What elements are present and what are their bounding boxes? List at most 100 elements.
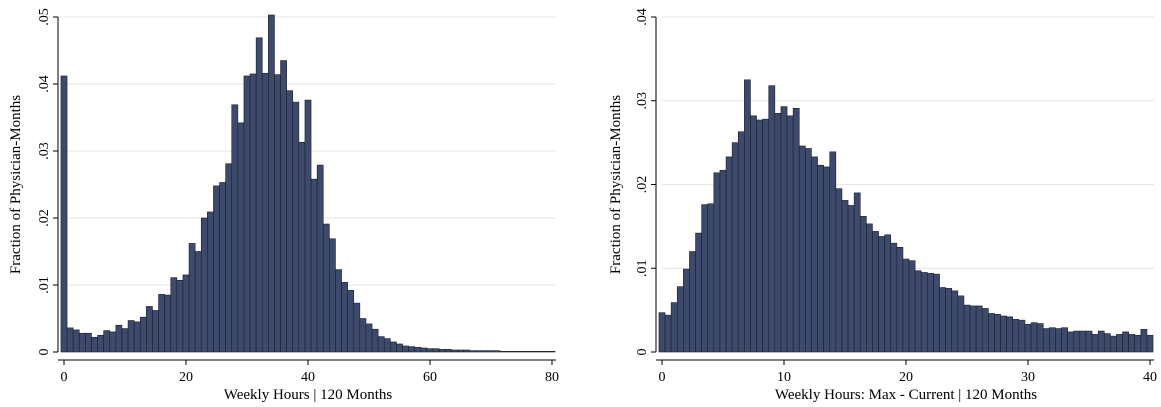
left-y-tick-label: .05: [37, 8, 52, 26]
right-histogram-bar: [1024, 324, 1032, 353]
right-histogram-bar: [914, 270, 922, 353]
left-histogram-bar: [298, 141, 306, 353]
right-histogram-bar: [1091, 334, 1099, 353]
left-histogram-bar: [139, 316, 147, 353]
right-histogram-bar: [908, 260, 916, 353]
left-histogram-bar: [97, 334, 104, 353]
right-x-tick-label: 40: [1143, 370, 1157, 385]
right-histogram-bar: [811, 156, 818, 353]
right-x-tick-label: 30: [1021, 370, 1035, 385]
right-histogram-bar: [695, 232, 702, 353]
right-histogram-bar: [1042, 328, 1050, 353]
left-histogram-bar: [292, 101, 300, 353]
right-histogram-bar: [1134, 334, 1142, 353]
right-histogram-bar: [683, 268, 690, 353]
left-histogram-bar: [524, 351, 531, 353]
left-x-axis-label: Weekly Hours | 120 Months: [224, 387, 393, 403]
left-x-tick-label: 20: [179, 370, 193, 385]
right-y-tick-label: .02: [635, 176, 650, 194]
left-histogram-bar: [91, 336, 98, 353]
left-histogram-bar: [109, 331, 117, 353]
right-histogram-bar: [786, 115, 794, 353]
left-histogram-bar: [463, 349, 470, 353]
left-histogram-bar: [353, 302, 361, 353]
left-histogram-bar: [176, 280, 184, 353]
left-histogram-bar: [322, 223, 330, 353]
right-histogram-bar: [1061, 327, 1068, 353]
left-histogram-bar: [451, 349, 458, 353]
left-histogram-bar: [365, 323, 373, 353]
right-histogram-bar: [762, 118, 770, 353]
right-histogram-bar: [658, 312, 666, 353]
right-histogram-bar: [957, 295, 965, 353]
right-histogram-bar: [780, 106, 788, 353]
right-histogram-bar: [689, 251, 696, 353]
left-histogram-bar: [438, 349, 446, 353]
left-histogram-bar: [457, 349, 464, 353]
left-axes: [57, 17, 556, 361]
left-histogram-bar: [60, 75, 68, 353]
left-histogram-bar: [377, 336, 385, 353]
right-histogram-bar: [884, 234, 892, 353]
left-histogram-bar: [274, 74, 281, 353]
left-histogram-bar: [182, 274, 190, 353]
right-histogram-bar: [1116, 334, 1123, 353]
left-y-tick-label: .03: [37, 142, 52, 160]
right-histogram-bar: [890, 242, 898, 353]
left-histogram-bar: [512, 351, 519, 353]
left-histogram-bar: [66, 327, 74, 353]
right-x-tick-label: 0: [659, 370, 666, 385]
right-histogram-bar: [1110, 335, 1117, 353]
left-histogram-bar: [121, 328, 129, 353]
right-histogram-bar: [768, 85, 776, 353]
left-histogram-bar: [505, 351, 513, 353]
right-histogram-bar: [866, 223, 873, 353]
right-histogram-bar: [817, 164, 824, 353]
left-histogram-bar: [426, 348, 434, 353]
right-histogram-bar: [1049, 327, 1056, 353]
left-histogram-bar: [493, 350, 501, 353]
left-histogram-bar: [414, 347, 422, 353]
right-histogram-bar: [829, 151, 837, 353]
left-histogram-bar: [170, 277, 178, 353]
right-histogram-bar: [805, 148, 812, 353]
right-histogram-bar: [945, 288, 953, 353]
left-histogram-bar: [335, 269, 342, 353]
right-histogram-panel: 0 .01 .02 .03 .04 0 10 20 30 40 Weekly Hours: Ma…: [608, 8, 1157, 403]
left-histogram-bar: [115, 324, 123, 353]
right-histogram-bar: [969, 305, 977, 353]
left-y-tick-label: .02: [37, 209, 52, 227]
left-histogram-bar: [383, 338, 391, 353]
right-y-ticks: 0 .01 .02 .03 .04: [635, 8, 656, 356]
left-histogram-bar: [127, 320, 135, 353]
left-x-tick-label: 60: [423, 370, 437, 385]
right-histogram-bar: [676, 286, 684, 353]
right-histogram-bar: [707, 203, 715, 353]
left-histogram-bar: [408, 346, 416, 353]
right-histogram-bar: [920, 272, 928, 353]
left-histogram-bar: [487, 350, 495, 353]
left-histogram-bar: [158, 294, 165, 353]
left-histogram-bar: [219, 182, 226, 353]
left-histogram-bar: [200, 217, 208, 353]
left-histogram-bar: [475, 350, 483, 353]
left-histogram-bar: [231, 104, 239, 353]
right-histogram-bar: [731, 142, 739, 353]
right-histogram-bar: [1128, 334, 1136, 353]
left-histogram-bar: [213, 185, 220, 353]
left-histogram-panel: 0 .01 .02 .03 .04 .05 0 20 40 60 80 Weekly Hours …: [8, 8, 559, 403]
right-histogram-bar: [1073, 330, 1081, 353]
left-histogram-bar: [347, 290, 355, 353]
right-y-tick-label: .04: [635, 8, 650, 26]
left-histogram-bar: [133, 321, 141, 353]
right-histogram-bar: [1018, 319, 1026, 353]
right-histogram-bar: [1012, 319, 1020, 353]
right-histogram-bar: [878, 236, 885, 353]
right-histogram-bar: [902, 258, 910, 353]
left-histogram-bar: [469, 350, 477, 353]
right-histogram-bar: [719, 169, 727, 353]
right-histogram-bar: [847, 205, 855, 353]
right-histogram-bar: [737, 131, 745, 353]
right-histogram-bar: [1006, 316, 1014, 353]
right-histogram-bar: [1079, 330, 1087, 353]
